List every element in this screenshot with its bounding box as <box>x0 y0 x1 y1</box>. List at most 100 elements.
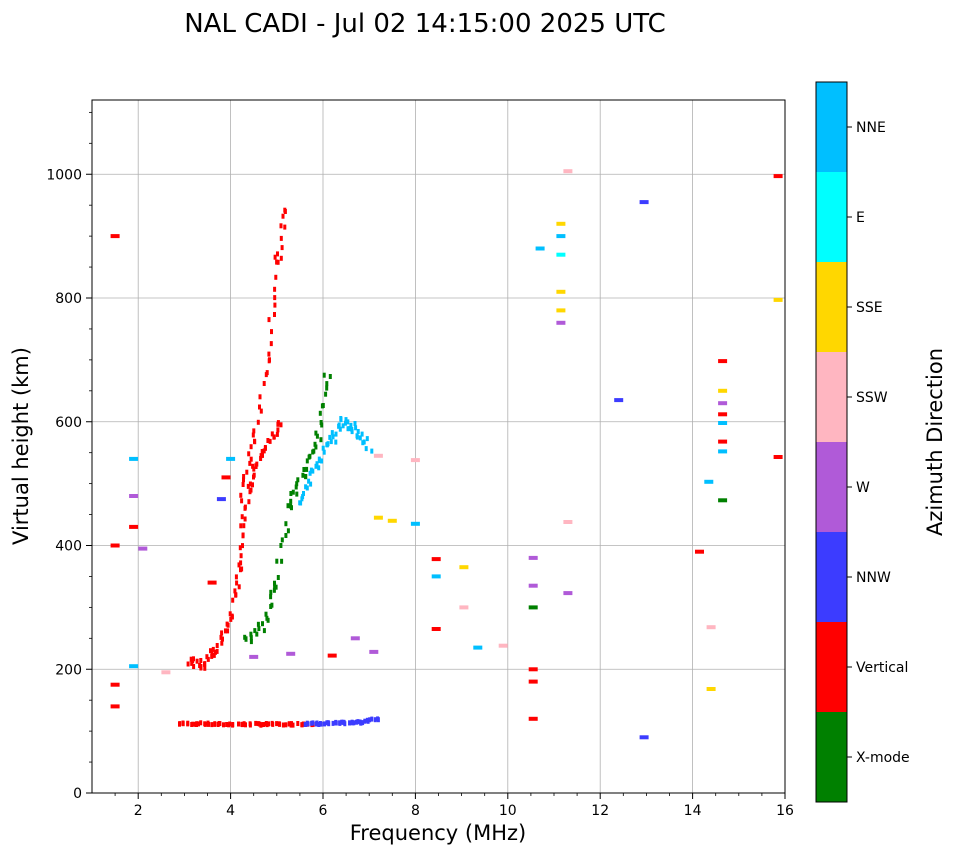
echo-x-mode <box>272 587 276 593</box>
x-tick-label: 10 <box>499 803 517 819</box>
echo-w <box>528 555 538 560</box>
x-tick-label: 12 <box>591 803 609 819</box>
echo-nnw <box>368 717 372 723</box>
echo-vertical <box>276 251 279 257</box>
echo-vertical <box>192 664 196 669</box>
echo-vertical <box>231 597 235 603</box>
echo-vertical <box>237 562 241 568</box>
echo-vertical <box>237 721 240 727</box>
echo-vertical <box>244 722 247 728</box>
echo-vertical <box>267 358 271 364</box>
echo-x-mode <box>325 381 329 387</box>
echo-nne <box>410 521 420 526</box>
echo-vertical <box>272 434 276 440</box>
echo-vertical <box>246 483 250 489</box>
colorbar-segment <box>816 352 847 442</box>
echo-nnw <box>373 717 377 723</box>
echo-vertical <box>247 499 251 505</box>
echo-sse <box>718 388 728 393</box>
echo-x-mode <box>286 503 290 509</box>
echo-nne <box>365 436 369 442</box>
echo-w <box>563 591 573 596</box>
echo-x-mode <box>275 558 279 564</box>
echo-x-mode <box>324 391 328 397</box>
echo-nnw <box>216 497 226 502</box>
echo-x-mode <box>286 528 290 534</box>
echo-vertical <box>262 722 266 727</box>
echo-nne <box>338 426 342 432</box>
echo-sse <box>773 297 783 302</box>
plot-frame <box>91 99 786 794</box>
echo-nne <box>334 431 338 437</box>
echo-vertical <box>129 524 139 529</box>
echo-vertical <box>279 235 283 241</box>
echo-w <box>350 636 360 641</box>
echo-ssw <box>563 520 573 524</box>
echo-vertical <box>269 341 273 347</box>
colorbar-tick-label: E <box>856 210 865 226</box>
echo-ssw <box>373 453 383 458</box>
echo-x-mode <box>257 626 261 631</box>
echo-x-mode <box>325 385 329 391</box>
echo-x-mode <box>302 467 306 472</box>
echo-vertical <box>773 455 783 459</box>
echo-x-mode <box>249 631 253 637</box>
echo-x-mode <box>321 403 325 408</box>
echo-vertical <box>206 720 210 726</box>
echo-vertical <box>214 649 217 655</box>
echo-x-mode <box>273 580 276 586</box>
echo-vertical <box>279 255 283 261</box>
echo-vertical <box>251 463 255 469</box>
colorbar-segment <box>816 712 847 802</box>
echo-vertical <box>222 722 225 728</box>
echo-x-mode <box>301 472 305 478</box>
echo-vertical <box>252 428 256 434</box>
echo-vertical <box>275 431 279 437</box>
echo-x-mode <box>269 589 273 595</box>
echo-vertical <box>215 643 219 648</box>
echo-vertical <box>266 438 270 443</box>
echo-nne <box>326 441 330 447</box>
echo-nne <box>129 664 139 669</box>
echo-vertical <box>239 560 243 566</box>
echo-nne <box>309 467 313 473</box>
echo-vertical <box>528 716 538 721</box>
colorbar-tick-label: Vertical <box>856 660 908 676</box>
echo-x-mode <box>280 537 284 543</box>
echo-vertical <box>213 721 217 727</box>
echo-vertical <box>240 721 244 727</box>
colorbar-segment <box>816 622 847 712</box>
echo-vertical <box>274 274 278 280</box>
echo-vertical <box>773 174 783 179</box>
echo-vertical <box>195 722 198 727</box>
echo-vertical <box>255 461 259 467</box>
echo-nne <box>129 456 139 461</box>
echo-nne <box>718 421 728 425</box>
echo-vertical <box>110 704 120 709</box>
echo-vertical <box>287 721 291 727</box>
echo-vertical <box>241 533 245 539</box>
echo-nne <box>320 458 324 464</box>
echo-vertical <box>291 722 295 728</box>
echo-nne <box>318 458 322 464</box>
echo-vertical <box>186 661 190 667</box>
echo-vertical <box>251 432 255 438</box>
echo-x-mode <box>304 474 308 480</box>
echo-vertical <box>276 427 280 433</box>
echo-vertical <box>270 329 273 335</box>
echo-vertical <box>239 567 242 573</box>
x-tick-label: 2 <box>134 803 143 819</box>
echo-vertical <box>210 653 214 659</box>
echo-x-mode <box>312 448 316 454</box>
echo-vertical <box>110 234 120 239</box>
echo-vertical <box>245 469 249 475</box>
echo-vertical <box>229 616 233 622</box>
echo-x-mode <box>315 433 319 439</box>
echo-nnw <box>318 721 322 726</box>
echo-vertical <box>228 611 232 617</box>
echo-vertical <box>283 224 287 230</box>
echo-x-mode <box>276 575 280 580</box>
echo-vertical <box>718 359 728 364</box>
echo-x-mode <box>261 621 264 627</box>
echo-nne <box>360 431 364 437</box>
